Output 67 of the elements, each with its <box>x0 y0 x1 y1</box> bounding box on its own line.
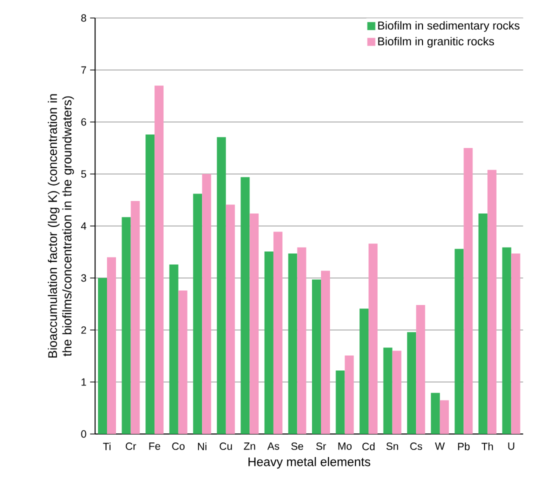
legend-label: Biofilm in granitic rocks <box>378 36 494 48</box>
legend-label: Biofilm in sedimentary rocks <box>378 21 520 32</box>
y-tick-label: 7 <box>81 66 86 74</box>
bar <box>130 201 140 434</box>
x-axis-title: Heavy metal elements <box>248 457 370 469</box>
bar <box>169 264 178 434</box>
x-tick-label: Se <box>291 442 304 450</box>
x-tick-label: Cu <box>220 442 232 450</box>
bar <box>464 148 473 434</box>
x-tick-label: Cr <box>126 442 136 450</box>
bar <box>360 308 369 434</box>
x-tick-label: Pb <box>458 442 470 450</box>
bar <box>344 355 354 434</box>
x-tick-label: Zn <box>244 442 256 450</box>
y-tick-label: 1 <box>82 378 86 386</box>
bar <box>407 332 416 434</box>
x-tick-label: Cs <box>410 442 422 450</box>
x-tick-label: As <box>267 442 280 450</box>
bar <box>240 177 250 434</box>
x-tick-label: W <box>435 442 445 450</box>
x-tick-label: Co <box>172 442 185 450</box>
bar <box>107 257 116 434</box>
bar <box>122 217 131 434</box>
bar <box>416 305 426 434</box>
bar <box>226 204 235 434</box>
bar <box>454 248 464 434</box>
x-tick-label: Sr <box>316 442 326 450</box>
x-tick-label: Fe <box>149 442 160 450</box>
bar <box>312 280 322 434</box>
y-tick-label: 6 <box>81 118 86 126</box>
bar <box>193 194 202 434</box>
x-tick-label: Th <box>482 442 493 450</box>
y-tick-label: 8 <box>81 14 86 22</box>
bar <box>336 370 345 434</box>
x-tick-label: Cd <box>362 442 375 450</box>
bar <box>321 270 330 434</box>
bar <box>478 214 488 434</box>
y-tick-label: 3 <box>81 274 86 282</box>
bar <box>487 170 496 434</box>
x-tick-label: Ni <box>198 442 206 450</box>
bar <box>202 174 212 434</box>
bar <box>216 137 226 434</box>
x-tick-label: U <box>508 442 514 450</box>
bar <box>392 350 402 434</box>
y-tick-label: 5 <box>81 170 86 178</box>
bar <box>368 244 378 434</box>
bar <box>250 214 259 434</box>
bar <box>430 392 440 434</box>
bar <box>98 278 107 434</box>
x-tick-label: Mo <box>338 442 352 450</box>
x-tick-label: Ti <box>103 442 110 450</box>
bar <box>146 134 155 434</box>
y-tick-label: 0 <box>81 430 86 438</box>
bar <box>297 247 306 434</box>
bar <box>511 254 520 434</box>
bar <box>154 86 164 434</box>
bar <box>502 247 512 434</box>
bar <box>288 254 298 434</box>
bar <box>178 290 188 434</box>
bar <box>264 251 274 434</box>
bar <box>440 400 449 434</box>
x-tick-label: Sn <box>386 442 398 450</box>
y-tick-label: 2 <box>81 326 86 334</box>
y-axis-title: Bioaccumulation factor (log K) (concentration in the biofilms/concentration in the groundwaters) <box>48 94 74 358</box>
bar <box>383 348 392 434</box>
bar <box>273 232 282 434</box>
y-tick-label: 4 <box>81 222 86 230</box>
